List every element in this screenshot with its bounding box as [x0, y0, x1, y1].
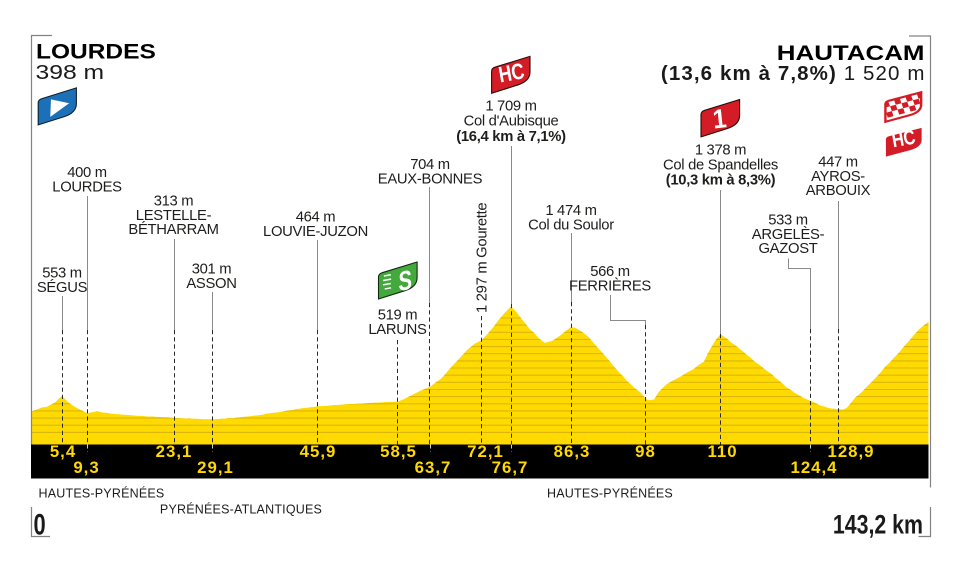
svg-text:124,4: 124,4: [791, 458, 838, 477]
svg-text:29,1: 29,1: [197, 458, 234, 477]
svg-text:143,2 km: 143,2 km: [833, 510, 923, 540]
svg-text:PYRÉNÉES-ATLANTIQUES: PYRÉNÉES-ATLANTIQUES: [160, 502, 322, 517]
svg-text:23,1: 23,1: [156, 442, 193, 461]
svg-text:86,3: 86,3: [554, 442, 591, 461]
svg-text:(13,6 km à 7,8%) 1 520 m: (13,6 km à 7,8%) 1 520 m: [661, 62, 926, 85]
svg-text:1 297 m Gourette: 1 297 m Gourette: [475, 203, 491, 313]
svg-text:72,1: 72,1: [467, 442, 504, 461]
svg-text:128,9: 128,9: [828, 442, 875, 461]
svg-text:HAUTACAM: HAUTACAM: [777, 41, 925, 65]
svg-text:98: 98: [635, 442, 656, 461]
svg-text:S: S: [398, 265, 412, 298]
svg-text:HC: HC: [497, 59, 527, 87]
svg-text:45,9: 45,9: [300, 442, 337, 461]
svg-text:63,7: 63,7: [415, 458, 452, 477]
svg-text:LOURDES: LOURDES: [36, 39, 156, 63]
svg-text:9,3: 9,3: [73, 458, 99, 477]
svg-text:398 m: 398 m: [36, 60, 105, 83]
svg-text:58,5: 58,5: [380, 442, 417, 461]
svg-text:0: 0: [34, 507, 46, 541]
svg-text:5,4: 5,4: [50, 442, 76, 461]
svg-text:HAUTES-PYRÉNÉES: HAUTES-PYRÉNÉES: [547, 486, 673, 501]
svg-text:1: 1: [711, 104, 728, 135]
svg-text:HAUTES-PYRÉNÉES: HAUTES-PYRÉNÉES: [39, 486, 165, 501]
svg-text:76,7: 76,7: [492, 458, 529, 477]
svg-text:HC: HC: [890, 125, 917, 152]
svg-text:110: 110: [707, 442, 737, 461]
